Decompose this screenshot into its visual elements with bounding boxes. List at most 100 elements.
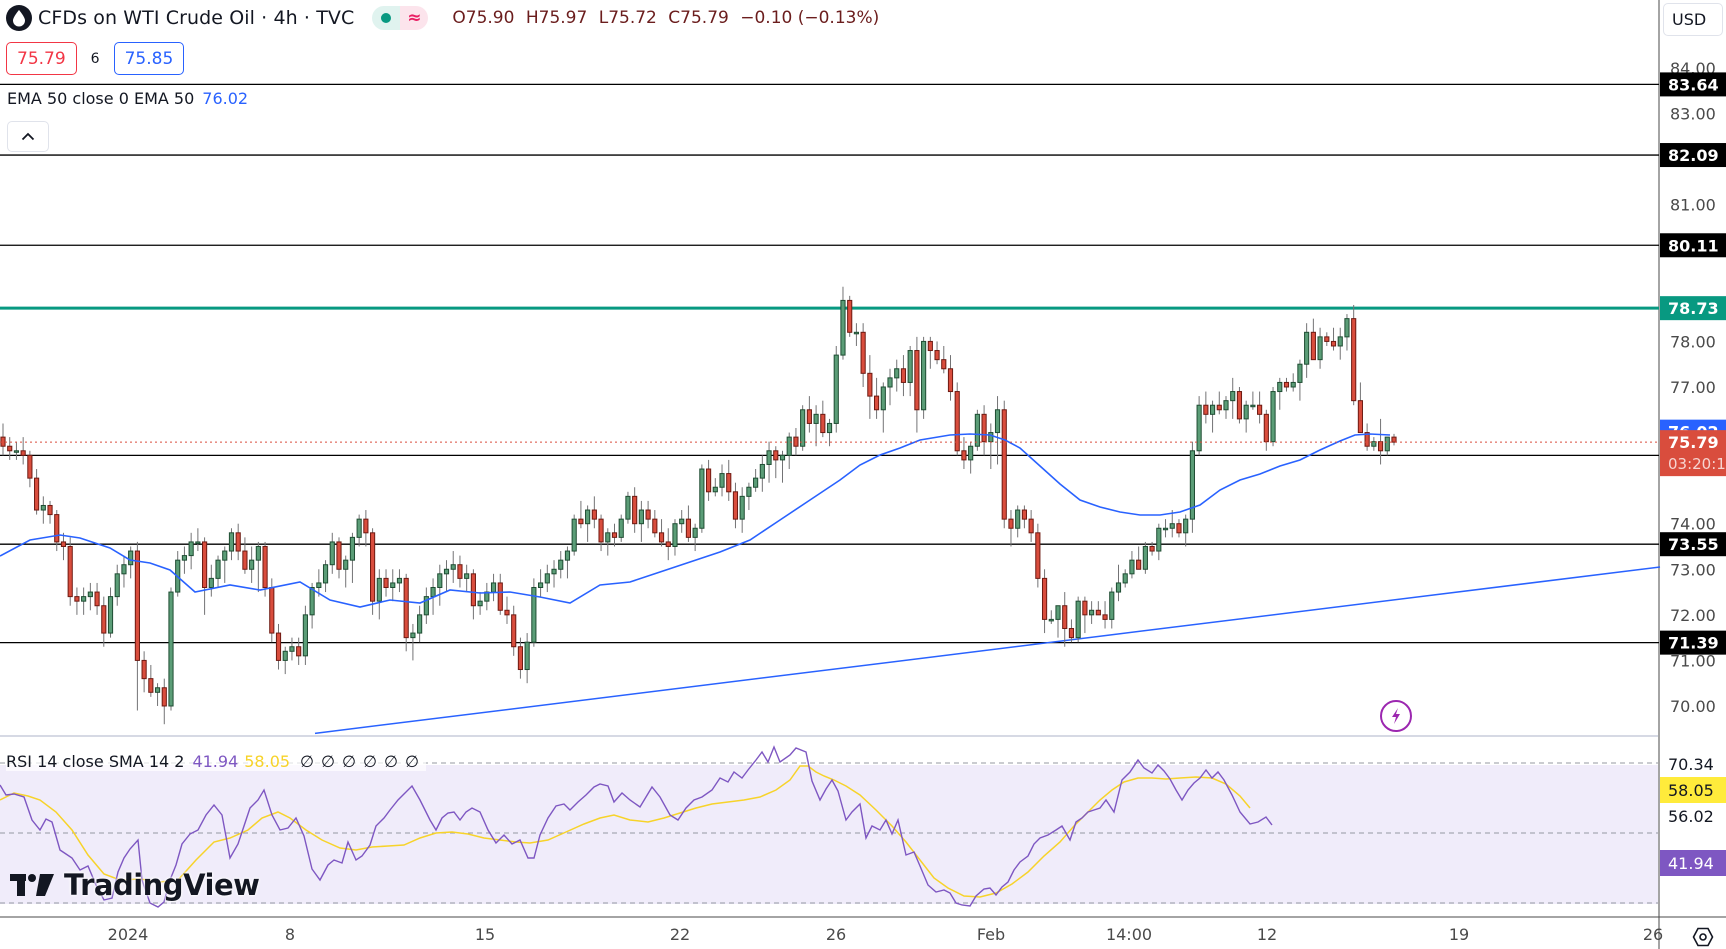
candle xyxy=(813,405,819,447)
buy-button[interactable]: 75.85 xyxy=(113,42,185,75)
ema-indicator-legend[interactable]: EMA 50 close 0 EMA 50 76.02 xyxy=(7,89,257,108)
candle xyxy=(1169,510,1175,538)
candle xyxy=(450,551,456,583)
candle-body-up xyxy=(779,454,786,461)
candle xyxy=(1102,601,1108,629)
candle-body-up xyxy=(1230,391,1236,402)
candle xyxy=(1310,318,1316,361)
candle-body-down xyxy=(67,545,73,598)
candle-body-up xyxy=(450,564,456,570)
candle-body-down xyxy=(873,395,880,411)
candle-body-up xyxy=(1223,400,1229,411)
candle-body-up xyxy=(1250,404,1256,408)
time-tick-label: 8 xyxy=(285,925,295,944)
candle xyxy=(1109,587,1115,629)
sell-button[interactable]: 75.79 xyxy=(6,42,77,75)
candle-body-down xyxy=(1001,409,1007,520)
price-tick-label: 73.00 xyxy=(1670,560,1716,579)
flash-alert-button[interactable] xyxy=(1380,700,1412,732)
candle-body-down xyxy=(927,340,933,352)
candle xyxy=(652,510,658,538)
rsi-label: RSI 14 close SMA 14 2 xyxy=(6,752,185,771)
candle-body-down xyxy=(900,368,907,383)
candle-body-down xyxy=(94,591,100,607)
candle xyxy=(538,569,544,597)
candle xyxy=(195,528,201,552)
candle-body-up xyxy=(376,577,382,602)
candle xyxy=(1068,619,1075,643)
chart-settings-button[interactable] xyxy=(1690,926,1716,948)
symbol-legend[interactable]: CFDs on WTI Crude Oil · 4h · TVC ≈ O75.9… xyxy=(6,4,885,32)
candle-body-down xyxy=(611,532,618,538)
candle xyxy=(470,569,476,620)
candle-body-down xyxy=(7,445,13,452)
candle xyxy=(1041,569,1048,634)
candle xyxy=(1001,400,1007,529)
candle-body-up xyxy=(208,577,214,588)
currency-button[interactable]: USD xyxy=(1663,3,1723,36)
candle xyxy=(1243,400,1249,433)
open-value: 75.90 xyxy=(465,8,515,28)
trendline[interactable] xyxy=(314,566,1661,735)
candle-body-up xyxy=(13,450,20,453)
candle-body-up xyxy=(121,564,127,575)
candle-body-down xyxy=(1357,400,1363,434)
candle-body-down xyxy=(1263,413,1269,443)
candle-body-down xyxy=(403,577,409,639)
candle xyxy=(168,587,174,711)
candle xyxy=(820,400,826,438)
candle xyxy=(1176,519,1182,538)
rsi-sma-value: 58.05 xyxy=(244,752,291,771)
candle xyxy=(20,437,26,465)
collapse-legend-button[interactable] xyxy=(7,121,49,152)
candle xyxy=(121,555,127,588)
rsi-line xyxy=(0,745,1273,908)
candle xyxy=(699,464,705,533)
candle-body-down xyxy=(101,605,107,634)
candle xyxy=(773,446,779,479)
candle xyxy=(1203,391,1209,424)
candle xyxy=(611,523,618,547)
candle-body-up xyxy=(107,596,114,634)
rsi-value: 41.94 xyxy=(192,752,239,771)
rsi-axis-label: 41.94 xyxy=(1668,854,1714,873)
candle xyxy=(403,573,409,652)
candle xyxy=(1028,510,1034,542)
candle xyxy=(705,459,712,501)
price-tick-label: 77.00 xyxy=(1670,378,1716,397)
symbol-title[interactable]: CFDs on WTI Crude Oil · 4h · TVC xyxy=(38,7,355,29)
candle-body-down xyxy=(148,678,154,693)
candle xyxy=(1304,323,1310,378)
candle-body-up xyxy=(343,559,349,570)
candle xyxy=(1062,592,1068,647)
candle xyxy=(1317,327,1323,369)
candle xyxy=(128,546,134,579)
candle xyxy=(134,541,140,711)
tradingview-logo[interactable]: TradingView xyxy=(10,868,260,902)
candle-body-down xyxy=(1257,404,1263,415)
bar-countdown-label: 03:20:1 xyxy=(1668,455,1726,473)
candle-body-up xyxy=(739,495,745,520)
market-open-dot-icon xyxy=(372,6,401,30)
rsi-indicator-legend[interactable]: RSI 14 close SMA 14 2 41.94 58.05 ∅ ∅ ∅ ∅ ∅… xyxy=(6,752,427,771)
candle-body-up xyxy=(766,450,772,465)
candle xyxy=(1290,373,1296,392)
candle-body-down xyxy=(1095,609,1101,616)
candle xyxy=(1384,436,1390,456)
candle xyxy=(1021,505,1027,529)
candle xyxy=(1297,359,1303,401)
candle xyxy=(1209,400,1216,433)
high-label: H xyxy=(525,8,539,28)
lightning-icon xyxy=(1392,708,1400,724)
candle-body-up xyxy=(1290,381,1296,388)
candle xyxy=(1089,601,1095,624)
candle-body-up xyxy=(477,600,483,607)
candle xyxy=(74,587,80,615)
candle-body-up xyxy=(1189,450,1195,520)
candle-body-up xyxy=(988,432,994,443)
candle-body-up xyxy=(538,582,544,588)
time-tick-label: 19 xyxy=(1449,925,1469,944)
market-status-pill[interactable]: ≈ xyxy=(372,6,429,30)
candle xyxy=(941,345,947,374)
